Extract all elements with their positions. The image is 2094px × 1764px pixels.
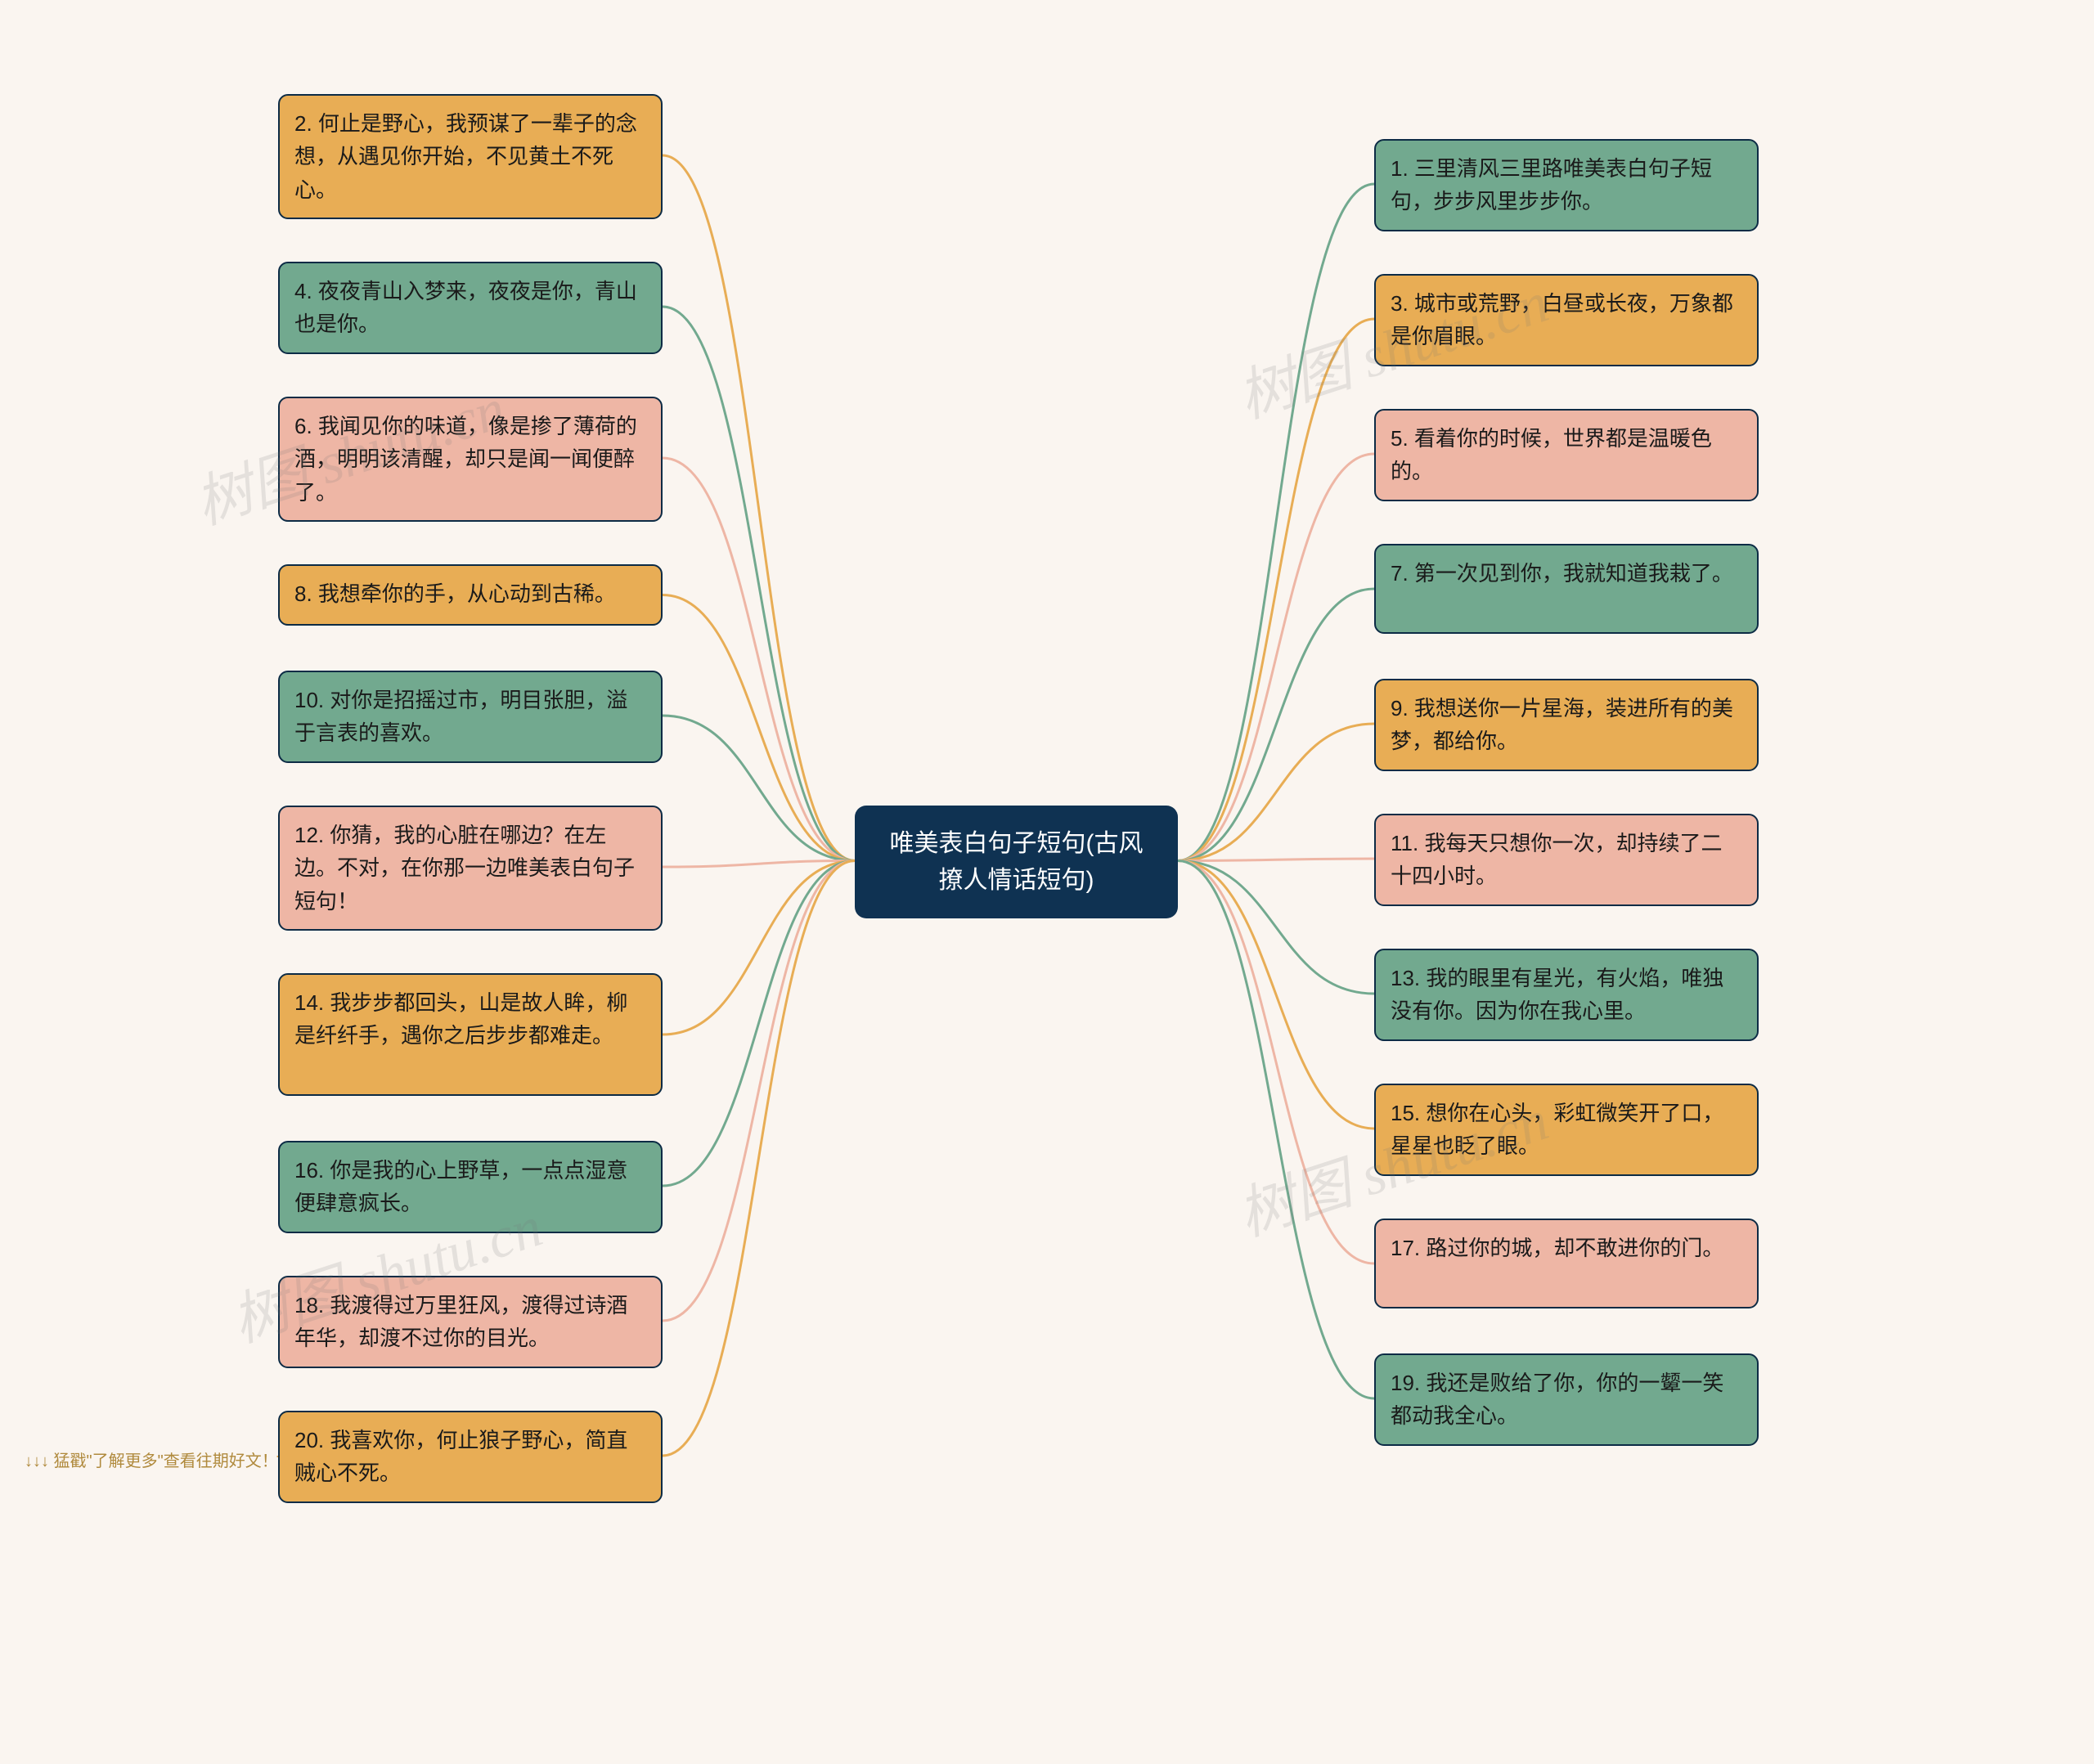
mindmap-node: 18. 我渡得过万里狂风，渡得过诗酒年华，却渡不过你的目光。 xyxy=(278,1276,663,1368)
mindmap-node: 2. 何止是野心，我预谋了一辈子的念想，从遇见你开始，不见黄土不死心。 xyxy=(278,94,663,219)
mindmap-node: 12. 你猜，我的心脏在哪边？在左边。不对，在你那一边唯美表白句子短句！ xyxy=(278,806,663,931)
edge xyxy=(1178,861,1374,994)
mindmap-node: 4. 夜夜青山入梦来，夜夜是你，青山也是你。 xyxy=(278,262,663,354)
edge xyxy=(1178,861,1374,1264)
mindmap-node: 9. 我想送你一片星海，装进所有的美梦，都给你。 xyxy=(1374,679,1759,771)
mindmap-node: 6. 我闻见你的味道，像是掺了薄荷的酒，明明该清醒，却只是闻一闻便醉了。 xyxy=(278,397,663,522)
edge xyxy=(1178,319,1374,861)
edge xyxy=(663,861,855,1035)
mindmap-node: 19. 我还是败给了你，你的一颦一笑都动我全心。 xyxy=(1374,1353,1759,1446)
mindmap-node: 5. 看着你的时候，世界都是温暖色的。 xyxy=(1374,409,1759,501)
mindmap-node: 8. 我想牵你的手，从心动到古稀。 xyxy=(278,564,663,626)
mindmap-node: 17. 路过你的城，却不敢进你的门。 xyxy=(1374,1219,1759,1308)
mindmap-node: 7. 第一次见到你，我就知道我栽了。 xyxy=(1374,544,1759,634)
edge xyxy=(1178,589,1374,861)
edge xyxy=(663,716,855,861)
mindmap-node: 11. 我每天只想你一次，却持续了二十四小时。 xyxy=(1374,814,1759,906)
mindmap-node: 16. 你是我的心上野草，一点点湿意便肆意疯长。 xyxy=(278,1141,663,1233)
mindmap-node: 14. 我步步都回头，山是故人眸，柳是纤纤手，遇你之后步步都难走。 xyxy=(278,973,663,1096)
edge xyxy=(1178,454,1374,861)
edge xyxy=(663,861,855,1457)
mindmap-node: 13. 我的眼里有星光，有火焰，唯独没有你。因为你在我心里。 xyxy=(1374,949,1759,1041)
edge xyxy=(1178,859,1374,861)
edge xyxy=(663,861,855,1322)
mindmap-node: 1. 三里清风三里路唯美表白句子短句，步步风里步步你。 xyxy=(1374,139,1759,231)
mindmap-node: 20. 我喜欢你，何止狼子野心，简直贼心不死。 xyxy=(278,1411,663,1503)
edge xyxy=(1178,861,1374,1129)
center-node: 唯美表白句子短句(古风撩人情话短句) xyxy=(855,806,1178,918)
mindmap-node: 15. 想你在心头，彩虹微笑开了口，星星也眨了眼。 xyxy=(1374,1084,1759,1176)
edge xyxy=(1178,861,1374,1399)
edge xyxy=(663,861,855,868)
mindmap-node: 3. 城市或荒野，白昼或长夜，万象都是你眉眼。 xyxy=(1374,274,1759,366)
edge xyxy=(663,458,855,861)
edge xyxy=(663,155,855,861)
edge xyxy=(663,861,855,1187)
edge xyxy=(1178,184,1374,861)
edge xyxy=(663,595,855,861)
mindmap-canvas: 唯美表白句子短句(古风撩人情话短句) 2. 何止是野心，我预谋了一辈子的念想，从遇… xyxy=(0,0,2094,1764)
mindmap-node: 10. 对你是招摇过市，明目张胆，溢于言表的喜欢。 xyxy=(278,671,663,763)
edge xyxy=(663,307,855,861)
leaf-note: ↓↓↓ 猛戳"了解更多"查看往期好文！ xyxy=(25,1448,278,1471)
edge xyxy=(1178,724,1374,861)
